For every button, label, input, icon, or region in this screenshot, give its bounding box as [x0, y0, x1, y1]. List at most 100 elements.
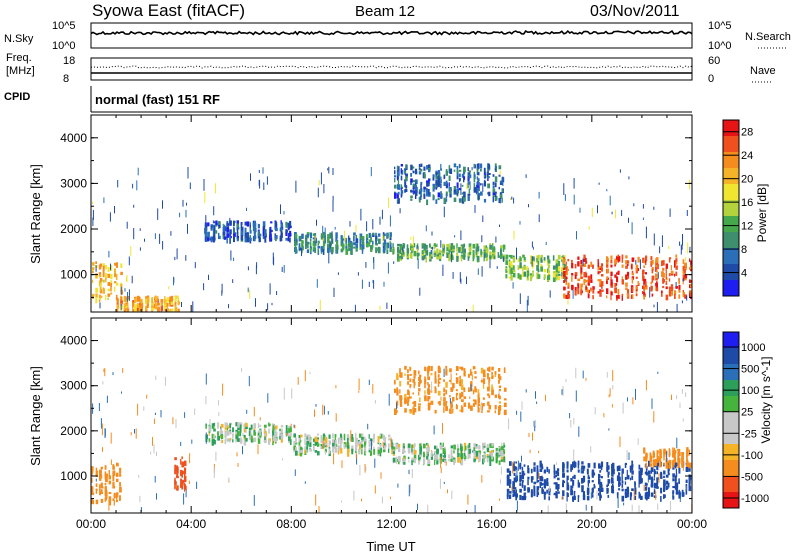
heatmap-cell [656, 287, 659, 292]
heatmap-cell [153, 444, 155, 454]
heatmap-cell [689, 279, 691, 283]
heatmap-cell [418, 391, 420, 396]
heatmap-cell [222, 235, 225, 239]
heatmap-cell [442, 442, 444, 447]
heatmap-cell [152, 437, 153, 446]
heatmap-cell [420, 188, 423, 192]
heatmap-cell [587, 264, 590, 269]
heatmap-cell [686, 459, 689, 463]
heatmap-cell [477, 193, 480, 196]
heatmap-cell [99, 295, 103, 299]
heatmap-cell [389, 248, 392, 252]
heatmap-cell [597, 259, 599, 263]
heatmap-cell [657, 503, 659, 510]
heatmap-cell [496, 266, 498, 269]
heatmap-cell [359, 440, 361, 444]
heatmap-cell [499, 224, 500, 227]
heatmap-cell [612, 489, 615, 494]
heatmap-cell [538, 214, 540, 223]
heatmap-cell [631, 270, 634, 275]
heatmap-cell [423, 459, 425, 465]
heatmap-cell [461, 379, 463, 384]
heatmap-cell [180, 459, 182, 465]
heatmap-cell [448, 243, 450, 248]
heatmap-cell [488, 404, 492, 410]
heatmap-cell [503, 367, 506, 373]
heatmap-cell [563, 286, 566, 291]
nave-tick-60: 60 [708, 55, 720, 67]
heatmap-cell [467, 184, 469, 189]
heatmap-cell [671, 394, 672, 400]
heatmap-cell [477, 178, 480, 182]
heatmap-cell [423, 174, 426, 179]
heatmap-cell [486, 444, 489, 449]
heatmap-cell [615, 209, 617, 219]
heatmap-cell [653, 482, 657, 489]
heatmap-cell [489, 244, 493, 250]
heatmap-cell [517, 258, 520, 263]
heatmap-cell [400, 169, 404, 175]
heatmap-cell [406, 247, 409, 251]
heatmap-cell [322, 404, 324, 416]
heatmap-cell [453, 169, 456, 172]
heatmap-cell [448, 251, 450, 256]
heatmap-cell [540, 259, 543, 263]
heatmap-cell [452, 245, 455, 250]
heatmap-cell [461, 173, 465, 178]
heatmap-cell [523, 464, 526, 467]
heatmap-cell [443, 379, 445, 382]
heatmap-cell [309, 232, 312, 236]
heatmap-cell [583, 278, 586, 283]
heatmap-cell [577, 289, 580, 295]
heatmap-cell [372, 241, 374, 245]
heatmap-cell [91, 492, 95, 495]
heatmap-cell [528, 432, 530, 438]
heatmap-cell [442, 264, 444, 276]
heatmap-cell [547, 259, 551, 264]
heatmap-cell [372, 233, 375, 237]
heatmap-cell [411, 247, 414, 252]
heatmap-cell [659, 457, 662, 463]
heatmap-cell [237, 422, 240, 427]
heatmap-cell [631, 272, 634, 276]
heatmap-cell [587, 474, 590, 479]
heatmap-cell [102, 279, 105, 283]
heatmap-cell [166, 306, 168, 310]
heatmap-cell [450, 445, 453, 449]
heatmap-cell [449, 368, 452, 373]
heatmap-cell [624, 481, 627, 485]
heatmap-cell [117, 180, 119, 188]
heatmap-cell [313, 445, 315, 448]
heatmap-cell [418, 171, 422, 175]
heatmap-cell [320, 437, 323, 440]
heatmap-cell [656, 450, 659, 454]
heatmap-cell [460, 254, 464, 258]
heatmap-cell [625, 260, 628, 263]
heatmap-cell [116, 497, 118, 500]
heatmap-cell [448, 458, 451, 462]
heatmap-cell [503, 398, 507, 401]
heatmap-cell [580, 276, 583, 279]
heatmap-cell [157, 208, 159, 220]
heatmap-cell [452, 256, 454, 261]
heatmap-cell [208, 428, 212, 432]
heatmap-cell [244, 228, 247, 234]
heatmap-cell [213, 434, 216, 439]
heatmap-cell [557, 254, 561, 260]
heatmap-cell [690, 291, 692, 298]
heatmap-cell [343, 443, 346, 449]
heatmap-cell [661, 290, 663, 294]
heatmap-cell [581, 489, 584, 493]
heatmap-cell [645, 493, 649, 499]
colorbar-swatch [723, 136, 739, 153]
heatmap-cell [651, 398, 653, 409]
heatmap-cell [409, 483, 411, 493]
heatmap-cell [304, 481, 306, 484]
heatmap-cell [232, 279, 234, 283]
heatmap-cell [473, 183, 476, 188]
heatmap-cell [574, 263, 577, 269]
heatmap-cell [521, 484, 524, 488]
heatmap-cell [562, 468, 565, 473]
heatmap-cell [409, 366, 411, 369]
heatmap-cell [146, 305, 149, 308]
